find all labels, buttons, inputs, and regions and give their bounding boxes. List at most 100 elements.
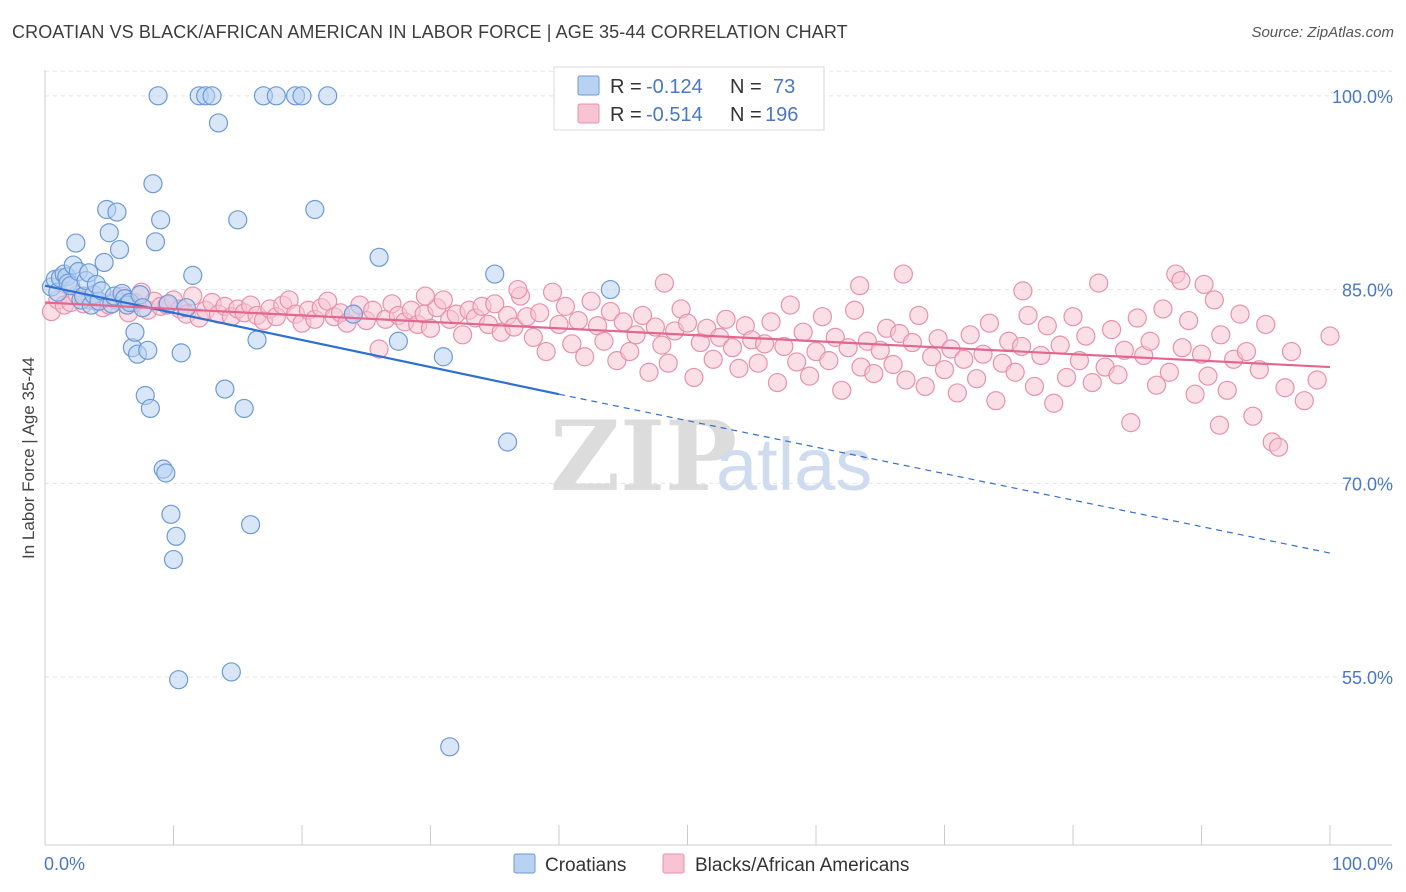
point-blacks-157 <box>1050 335 1070 355</box>
point-croatians-50 <box>171 343 191 363</box>
x-tick-label-1: 100.0% <box>1332 854 1393 874</box>
point-blacks-187 <box>1243 406 1263 426</box>
point-blacks-110 <box>748 353 768 373</box>
y-tick-label-1: 70.0% <box>1342 474 1393 494</box>
legend-r-label-blacks: R = <box>610 104 642 126</box>
point-blacks-94 <box>645 317 665 337</box>
point-blacks-146 <box>979 313 1000 333</box>
point-blacks-153 <box>1024 376 1045 397</box>
point-blacks-121 <box>819 351 839 371</box>
point-blacks-64 <box>453 325 473 345</box>
point-blacks-168 <box>1121 413 1141 433</box>
point-blacks-159 <box>1063 307 1083 327</box>
point-blacks-186 <box>1236 341 1257 362</box>
point-croatians-56 <box>208 113 229 133</box>
point-croatians-64 <box>266 86 286 106</box>
y-tick-label-2: 85.0% <box>1342 281 1393 301</box>
point-blacks-96 <box>658 353 678 373</box>
point-blacks-118 <box>799 366 820 386</box>
point-croatians-73 <box>440 737 460 757</box>
point-blacks-87 <box>600 301 621 322</box>
point-blacks-84 <box>581 291 601 311</box>
point-blacks-134 <box>902 332 922 353</box>
point-blacks-103 <box>703 349 723 369</box>
point-blacks-172 <box>1146 375 1167 395</box>
legend-n-label-blacks: N = <box>730 104 762 126</box>
point-blacks-182 <box>1211 325 1231 345</box>
point-croatians-37 <box>138 340 158 360</box>
point-blacks-114 <box>774 336 794 357</box>
point-croatians-26 <box>109 239 130 260</box>
point-croatians-48 <box>166 526 186 546</box>
point-blacks-115 <box>780 295 800 315</box>
point-blacks-75 <box>523 327 543 347</box>
point-blacks-173 <box>1153 299 1173 319</box>
point-blacks-99 <box>677 313 698 333</box>
point-croatians-39 <box>143 174 163 194</box>
point-blacks-143 <box>960 325 980 345</box>
series-legend: Croatians Blacks/African Americans <box>513 853 909 876</box>
correlation-legend: R = -0.124 N = 73 R = -0.514 N = 196 <box>553 66 825 131</box>
point-croatians-74 <box>498 432 518 452</box>
legend-n-value-blacks: 196 <box>765 104 798 126</box>
point-blacks-144 <box>967 369 987 389</box>
watermark-atlas: atlas <box>716 423 872 506</box>
point-blacks-163 <box>1089 273 1109 293</box>
point-croatians-9 <box>66 233 86 253</box>
point-blacks-191 <box>1268 437 1289 457</box>
point-blacks-95 <box>652 335 672 355</box>
point-blacks-171 <box>1140 331 1160 351</box>
point-blacks-136 <box>915 376 935 397</box>
chart-source: Source: ZipAtlas.com <box>1251 24 1394 41</box>
point-croatians-55 <box>202 86 222 106</box>
point-blacks-181 <box>1204 290 1224 310</box>
legend-swatch-blacks <box>577 103 600 124</box>
point-croatians-32 <box>125 322 145 342</box>
point-blacks-123 <box>832 380 852 400</box>
y-tick-label-3: 100.0% <box>1332 87 1393 107</box>
point-blacks-59 <box>420 318 441 338</box>
axes <box>44 70 1392 846</box>
point-blacks-142 <box>954 349 974 369</box>
point-blacks-77 <box>536 341 556 362</box>
point-blacks-189 <box>1256 314 1276 335</box>
point-blacks-205 <box>850 276 870 296</box>
point-blacks-167 <box>1114 340 1135 360</box>
point-blacks-93 <box>639 362 659 382</box>
bottom-legend-label-croatians: Croatians <box>545 855 626 876</box>
point-croatians-60 <box>234 398 254 419</box>
point-croatians-38 <box>140 398 160 419</box>
point-blacks-69 <box>485 294 505 314</box>
point-blacks-100 <box>684 367 704 388</box>
point-croatians-71 <box>388 331 408 351</box>
point-blacks-165 <box>1101 320 1122 340</box>
point-blacks-203 <box>1013 281 1033 301</box>
point-blacks-107 <box>729 358 749 378</box>
point-croatians-70 <box>369 247 389 267</box>
point-blacks-200 <box>508 279 528 300</box>
x-tick-label-0: 0.0% <box>44 854 85 874</box>
point-croatians-22 <box>99 223 119 243</box>
point-blacks-86 <box>594 331 614 351</box>
point-blacks-152 <box>1018 305 1038 326</box>
point-blacks-117 <box>793 322 813 342</box>
point-croatians-41 <box>148 86 168 106</box>
point-blacks-92 <box>632 305 653 326</box>
point-croatians-67 <box>305 199 325 220</box>
legend-n-label-croatians: N = <box>730 76 762 98</box>
point-blacks-81 <box>562 334 582 354</box>
point-blacks-196 <box>1320 326 1340 346</box>
bottom-legend-swatch-blacks <box>662 853 685 874</box>
point-blacks-198 <box>1171 270 1191 291</box>
point-croatians-47 <box>163 549 184 570</box>
point-blacks-125 <box>844 300 865 320</box>
point-blacks-150 <box>1005 362 1025 382</box>
point-blacks-202 <box>893 264 913 284</box>
trend-line-croatians <box>44 284 560 396</box>
point-blacks-90 <box>620 341 640 362</box>
point-blacks-183 <box>1217 380 1237 400</box>
point-blacks-82 <box>568 310 588 331</box>
point-blacks-192 <box>1275 378 1295 398</box>
point-blacks-145 <box>973 344 993 364</box>
